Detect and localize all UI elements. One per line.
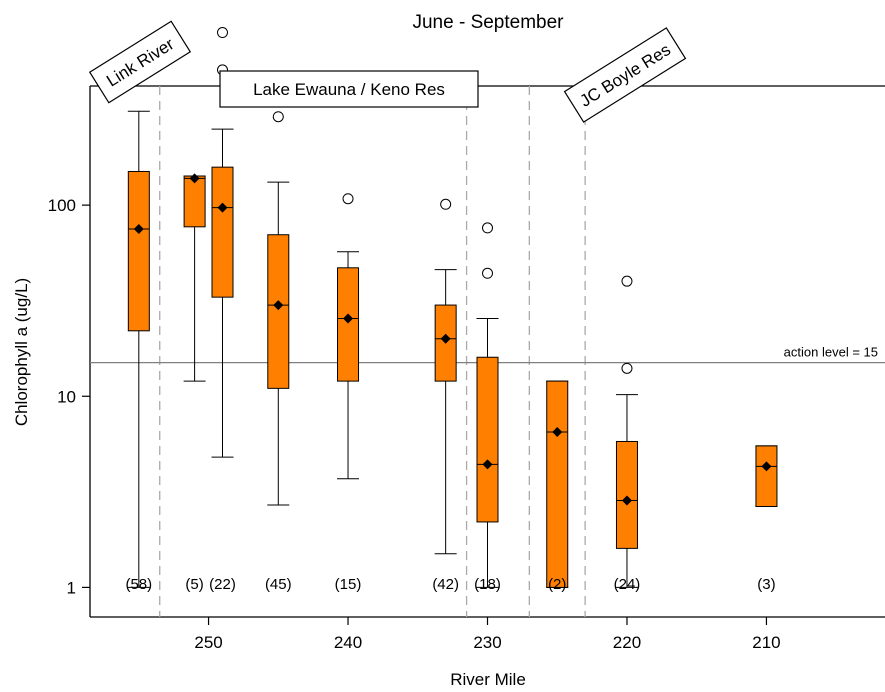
y-axis-label: Chlorophyll a (ug/L) — [12, 278, 31, 426]
outlier-point — [272, 111, 284, 123]
sample-size-label: (3) — [757, 576, 775, 593]
sample-size-label: (45) — [265, 576, 292, 593]
mean-marker — [440, 333, 451, 344]
box-rect — [267, 234, 290, 389]
box-rect — [337, 267, 360, 382]
box-rect — [476, 356, 499, 523]
region-label-lake-ewauna: Lake Ewauna / Keno Res — [219, 70, 479, 108]
box-group — [267, 111, 290, 506]
box-group — [476, 222, 499, 588]
box-group — [211, 27, 234, 458]
sample-size-label: (2) — [548, 576, 566, 593]
sample-size-label: (18) — [474, 576, 501, 593]
box-group — [546, 380, 569, 588]
x-tick-label: 210 — [752, 633, 780, 652]
box-rect — [546, 380, 569, 588]
outlier-point — [342, 193, 354, 205]
mean-marker — [273, 300, 284, 311]
x-tick-label: 250 — [194, 633, 222, 652]
mean-marker — [133, 224, 144, 235]
y-tick-label: 10 — [57, 387, 76, 406]
mean-marker — [189, 173, 200, 184]
x-axis-label: River Mile — [450, 670, 526, 689]
mean-marker — [552, 427, 563, 438]
mean-marker — [761, 461, 772, 472]
x-tick-label: 230 — [473, 633, 501, 652]
action-level-label: action level = 15 — [784, 345, 878, 360]
box-rect — [127, 170, 150, 332]
box-group — [434, 198, 457, 555]
region-label-jc-boyle: JC Boyle Res — [563, 27, 687, 123]
chart-title: June - September — [412, 12, 564, 33]
reach-dividers — [159, 86, 586, 617]
y-axis-ticks: 1 10 100 — [48, 196, 90, 597]
x-tick-label: 240 — [334, 633, 362, 652]
box-group — [183, 173, 206, 382]
y-tick-label: 1 — [67, 578, 76, 597]
box-series — [127, 27, 778, 588]
x-tick-label: 220 — [613, 633, 641, 652]
box-group — [337, 193, 360, 480]
sample-size-labels: (58) (5) (22) (45) (15) (42) (18) (2) (24) (3) — [125, 576, 775, 593]
outlier-point — [482, 222, 493, 234]
box-rect — [183, 175, 206, 228]
box-rect — [615, 440, 638, 549]
box-group — [615, 275, 638, 588]
box-group — [755, 445, 778, 507]
outlier-point — [621, 275, 633, 287]
outlier-point — [482, 267, 493, 279]
sample-size-label: (15) — [335, 576, 362, 593]
mean-marker — [217, 202, 228, 213]
region-lake-ewauna-text: Lake Ewauna / Keno Res — [253, 80, 445, 99]
sample-size-label: (24) — [614, 576, 641, 593]
sample-size-label: (42) — [432, 576, 459, 593]
y-tick-label: 100 — [48, 196, 76, 215]
sample-size-label: (22) — [209, 576, 236, 593]
sample-size-label: (58) — [125, 576, 152, 593]
outlier-point — [440, 198, 452, 210]
region-label-link-river: Link River — [88, 20, 192, 104]
sample-size-label: (5) — [185, 576, 203, 593]
outlier-point — [621, 362, 633, 374]
mean-marker — [482, 459, 493, 470]
box-rect — [211, 166, 234, 298]
mean-marker — [621, 495, 632, 506]
box-group — [127, 61, 150, 588]
box-rect — [755, 445, 778, 507]
x-axis-ticks: 250 240 230 220 210 — [194, 617, 781, 652]
outlier-point — [217, 27, 228, 39]
mean-marker — [343, 313, 354, 324]
